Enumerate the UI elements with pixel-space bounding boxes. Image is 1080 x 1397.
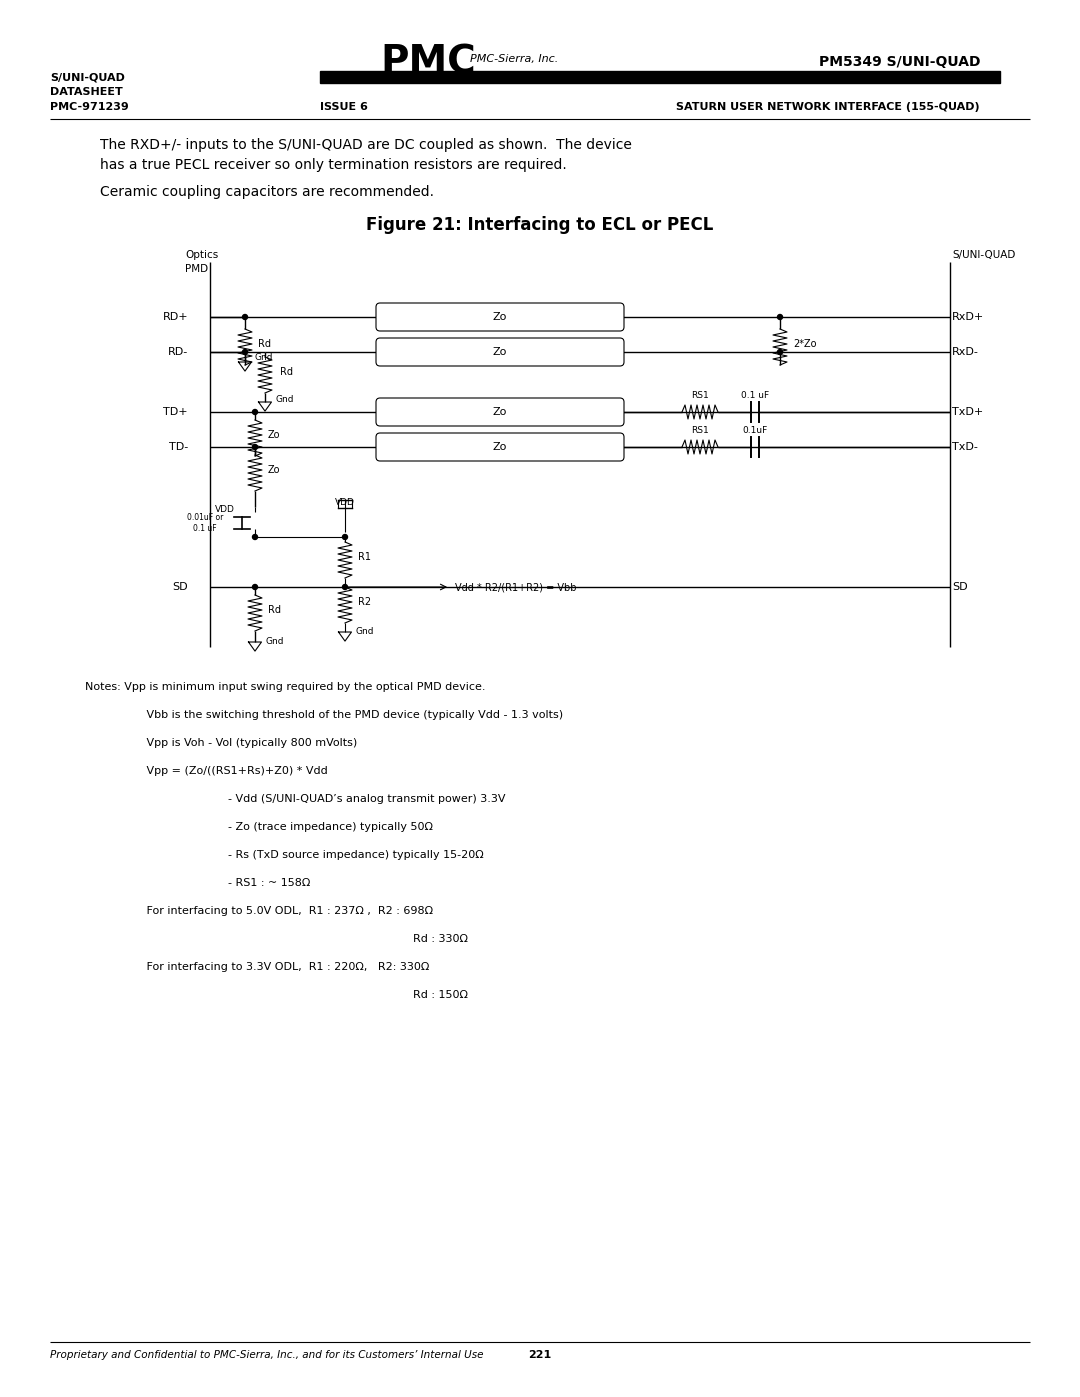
- Circle shape: [342, 535, 348, 539]
- Text: Rd: Rd: [268, 605, 281, 615]
- Text: Optics: Optics: [185, 250, 218, 260]
- Bar: [320, 71, 1000, 82]
- Text: Vbb is the switching threshold of the PMD device (typically Vdd - 1.3 volts): Vbb is the switching threshold of the PM…: [114, 710, 563, 719]
- Text: Rd: Rd: [258, 339, 271, 349]
- Circle shape: [243, 314, 247, 320]
- Text: RxD-: RxD-: [951, 346, 978, 358]
- Text: RS1: RS1: [691, 391, 708, 400]
- Text: Gnd: Gnd: [255, 353, 273, 362]
- Text: For interfacing to 3.3V ODL,  R1 : 220Ω,   R2: 330Ω: For interfacing to 3.3V ODL, R1 : 220Ω, …: [114, 963, 430, 972]
- Text: TxD-: TxD-: [951, 441, 977, 453]
- Text: Vpp = (Zo/((RS1+Rs)+Z0) * Vdd: Vpp = (Zo/((RS1+Rs)+Z0) * Vdd: [114, 766, 327, 775]
- Text: 0.1uF: 0.1uF: [742, 426, 768, 434]
- Text: Ceramic coupling capacitors are recommended.: Ceramic coupling capacitors are recommen…: [100, 184, 434, 198]
- Text: VDD: VDD: [215, 504, 235, 514]
- FancyBboxPatch shape: [376, 433, 624, 461]
- Text: ISSUE 6: ISSUE 6: [320, 102, 368, 112]
- Text: SD: SD: [951, 583, 968, 592]
- Text: TD+: TD+: [163, 407, 188, 416]
- Circle shape: [253, 409, 257, 415]
- Text: RS1: RS1: [691, 426, 708, 434]
- Text: SD: SD: [173, 583, 188, 592]
- Text: 0.1 uF: 0.1 uF: [741, 391, 769, 400]
- Text: R2: R2: [357, 597, 372, 608]
- Text: - RS1 : ~ 158Ω: - RS1 : ~ 158Ω: [165, 877, 310, 888]
- FancyBboxPatch shape: [376, 398, 624, 426]
- Text: PM5349 S/UNI-QUAD: PM5349 S/UNI-QUAD: [819, 54, 980, 68]
- Circle shape: [253, 444, 257, 450]
- Circle shape: [778, 314, 783, 320]
- FancyBboxPatch shape: [376, 338, 624, 366]
- Text: - Zo (trace impedance) typically 50Ω: - Zo (trace impedance) typically 50Ω: [165, 821, 433, 833]
- FancyBboxPatch shape: [376, 303, 624, 331]
- Text: Zo: Zo: [492, 407, 508, 416]
- Text: Rd : 150Ω: Rd : 150Ω: [245, 990, 468, 1000]
- Circle shape: [342, 584, 348, 590]
- Text: RxD+: RxD+: [951, 312, 984, 321]
- Text: TD-: TD-: [168, 441, 188, 453]
- Text: DATASHEET: DATASHEET: [50, 87, 123, 96]
- Text: Zo: Zo: [492, 441, 508, 453]
- Text: R1: R1: [357, 552, 372, 562]
- Text: Gnd: Gnd: [275, 395, 294, 404]
- Text: Zo: Zo: [492, 346, 508, 358]
- Circle shape: [778, 349, 783, 355]
- Text: PMC-Sierra, Inc.: PMC-Sierra, Inc.: [470, 54, 558, 64]
- Text: 0.01uF or
0.1 uF: 0.01uF or 0.1 uF: [187, 513, 224, 532]
- Circle shape: [253, 584, 257, 590]
- Text: 221: 221: [528, 1350, 552, 1361]
- Text: The RXD+/- inputs to the S/UNI-QUAD are DC coupled as shown.  The device: The RXD+/- inputs to the S/UNI-QUAD are …: [100, 138, 632, 152]
- Text: - Vdd (S/UNI-QUAD’s analog transmit power) 3.3V: - Vdd (S/UNI-QUAD’s analog transmit powe…: [165, 793, 505, 805]
- Text: Zo: Zo: [268, 465, 281, 475]
- Text: Vpp is Voh - Vol (typically 800 mVolts): Vpp is Voh - Vol (typically 800 mVolts): [114, 738, 357, 747]
- Text: Proprietary and Confidential to PMC-Sierra, Inc., and for its Customers’ Interna: Proprietary and Confidential to PMC-Sier…: [50, 1350, 484, 1361]
- Text: Notes: Vpp is minimum input swing required by the optical PMD device.: Notes: Vpp is minimum input swing requir…: [85, 682, 486, 692]
- Text: S/UNI-QUAD: S/UNI-QUAD: [50, 73, 125, 82]
- Text: Gnd: Gnd: [355, 627, 374, 636]
- Circle shape: [253, 535, 257, 539]
- Text: Gnd: Gnd: [265, 637, 283, 645]
- Text: PMD: PMD: [185, 264, 208, 274]
- Text: PMC-971239: PMC-971239: [50, 102, 129, 112]
- Text: Rd : 330Ω: Rd : 330Ω: [245, 935, 468, 944]
- Text: TxD+: TxD+: [951, 407, 983, 416]
- Text: Rd: Rd: [280, 367, 293, 377]
- Text: Zo: Zo: [492, 312, 508, 321]
- Text: For interfacing to 5.0V ODL,  R1 : 237Ω ,  R2 : 698Ω: For interfacing to 5.0V ODL, R1 : 237Ω ,…: [114, 907, 433, 916]
- Text: RD+: RD+: [162, 312, 188, 321]
- Text: 2*Zo: 2*Zo: [793, 339, 816, 349]
- Text: SATURN USER NETWORK INTERFACE (155-QUAD): SATURN USER NETWORK INTERFACE (155-QUAD): [676, 102, 980, 112]
- Text: has a true PECL receiver so only termination resistors are required.: has a true PECL receiver so only termina…: [100, 158, 567, 172]
- Text: PMC: PMC: [380, 43, 476, 81]
- Circle shape: [243, 349, 247, 355]
- Text: Zo: Zo: [268, 430, 281, 440]
- Text: - Rs (TxD source impedance) typically 15-20Ω: - Rs (TxD source impedance) typically 15…: [165, 849, 484, 861]
- Text: Figure 21: Interfacing to ECL or PECL: Figure 21: Interfacing to ECL or PECL: [366, 217, 714, 235]
- Text: VDD: VDD: [335, 497, 355, 507]
- Text: Vdd * R2/(R1+R2) = Vbb: Vdd * R2/(R1+R2) = Vbb: [455, 583, 577, 592]
- Text: S/UNI-QUAD: S/UNI-QUAD: [951, 250, 1015, 260]
- Text: RD-: RD-: [167, 346, 188, 358]
